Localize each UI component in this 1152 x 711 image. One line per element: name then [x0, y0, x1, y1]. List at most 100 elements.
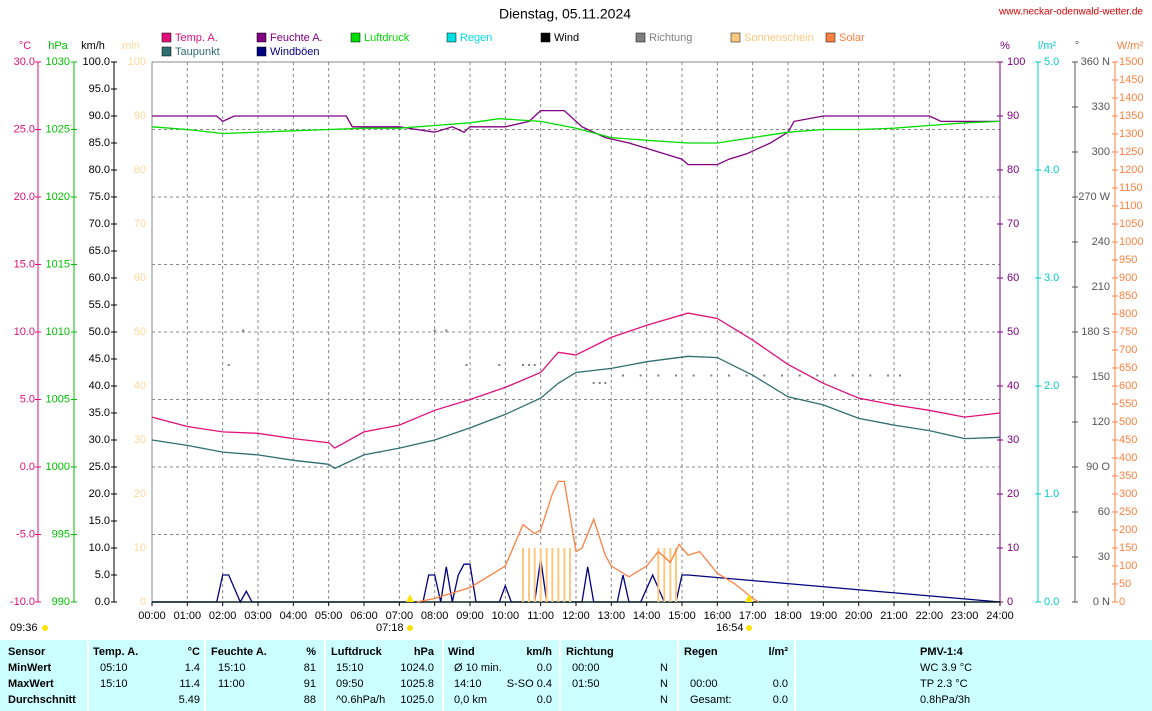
direction-dot [816, 374, 819, 377]
series-line [416, 480, 760, 603]
axis-unit: hPa [48, 40, 68, 52]
y-tick-label: 65.0 [89, 245, 110, 257]
direction-dot [433, 329, 436, 332]
sunrise-marker [406, 594, 414, 602]
y-tick-label: 0.0 [95, 596, 110, 608]
y-tick-label: 300 [1092, 146, 1110, 158]
table-cell: N [660, 678, 668, 690]
direction-dot [899, 374, 902, 377]
y-tick-label: 35.0 [89, 407, 110, 419]
y-tick-label: 10.0 [14, 326, 35, 338]
legend-label: Regen [460, 32, 492, 44]
y-tick-label: 240 [1092, 236, 1110, 248]
direction-dot [498, 364, 501, 366]
table-cell: 00:00 [572, 662, 600, 674]
y-tick-label: 1025 [46, 123, 70, 135]
y-tick-label: 85.0 [89, 137, 110, 149]
legend-label: Feuchte A. [270, 32, 323, 44]
y-tick-label: 600 [1119, 380, 1137, 392]
legend-label: Luftdruck [364, 32, 410, 44]
table-cell: 11.4 [179, 678, 200, 690]
y-tick-label: 0 [140, 596, 146, 608]
direction-dot [833, 374, 836, 377]
y-tick-label: 30 [134, 434, 146, 446]
y-tick-label: 1020 [46, 191, 70, 203]
y-tick-label: 15.0 [14, 258, 35, 270]
y-tick-label: 400 [1119, 452, 1137, 464]
y-tick-label: 1010 [46, 326, 70, 338]
table-cell: 5.49 [179, 694, 200, 706]
row-label: MinWert [8, 662, 52, 674]
table-cell: WC 3.9 °C [920, 662, 972, 674]
y-tick-label: 15.0 [89, 515, 110, 527]
y-tick-label: 950 [1119, 254, 1137, 266]
y-tick-label: 45.0 [89, 353, 110, 365]
y-tick-label: 40.0 [89, 380, 110, 392]
legend-swatch [161, 46, 172, 57]
y-tick-label: 650 [1119, 362, 1137, 374]
y-tick-label: 1200 [1119, 164, 1143, 176]
y-tick-label: 850 [1119, 290, 1137, 302]
y-tick-label: 100 [1119, 560, 1137, 572]
axis-unit: km/h [81, 40, 105, 52]
x-tick-label: 11:00 [527, 610, 554, 622]
x-tick-label: 20:00 [845, 610, 873, 622]
y-tick-label: 1015 [46, 258, 70, 270]
axis-unit: l/m² [1038, 40, 1057, 52]
y-tick-label: 90.0 [89, 110, 110, 122]
legend-label: Solar [839, 32, 865, 44]
y-tick-label: 10 [1007, 542, 1019, 554]
table-header: Temp. A. [93, 646, 138, 658]
table-header: % [306, 646, 316, 658]
x-tick-label: 12:00 [562, 610, 590, 622]
y-tick-label: 70.0 [89, 218, 110, 230]
direction-dot [598, 382, 601, 384]
axis-unit: °C [19, 40, 31, 52]
table-cell: 09:50 [336, 678, 364, 690]
y-tick-label: 20.0 [14, 191, 35, 203]
y-tick-label: 0 [1007, 596, 1013, 608]
y-tick-label: 150 [1119, 542, 1137, 554]
direction-dot [242, 329, 245, 332]
table-cell: Ø 10 min. [454, 662, 502, 674]
y-tick-label: 60 [1007, 272, 1019, 284]
y-tick-label: 990 [52, 596, 70, 608]
y-tick-label: 0.0 [20, 461, 35, 473]
direction-dot [886, 374, 889, 377]
y-tick-label: 750 [1119, 326, 1137, 338]
direction-dot [780, 374, 783, 377]
sunshine-duration: 09:36 [10, 622, 38, 634]
direction-dot [528, 364, 531, 366]
y-tick-label: 1030 [46, 56, 70, 68]
source: www.neckar-odenwald-wetter.de [998, 7, 1143, 18]
table-cell: 0.0 [773, 678, 788, 690]
y-tick-label: 1005 [46, 393, 70, 405]
table-cell: 88 [304, 694, 316, 706]
table-cell: 00:00 [690, 678, 718, 690]
direction-dot [851, 374, 854, 377]
x-tick-label: 01:00 [174, 610, 202, 622]
y-tick-label: -10.0 [10, 596, 35, 608]
table-header: PMV-1:4 [920, 646, 964, 658]
table-cell: 0.0 [537, 662, 552, 674]
sunset-marker [745, 594, 753, 602]
series-line [152, 109, 1000, 166]
table-cell: 14:10 [454, 678, 482, 690]
sunrise-label: 07:18 [376, 622, 404, 634]
x-tick-label: 04:00 [280, 610, 308, 622]
row-label: MaxWert [8, 678, 54, 690]
y-tick-label: 60.0 [89, 272, 110, 284]
y-tick-label: 100.0 [82, 56, 110, 68]
y-tick-label: 1300 [1119, 128, 1143, 140]
y-tick-label: 150 [1092, 371, 1110, 383]
direction-dot [657, 374, 660, 377]
y-tick-label: 1250 [1119, 146, 1143, 158]
direction-dot [798, 374, 801, 377]
direction-dot [465, 364, 468, 366]
y-tick-label: 330 [1092, 101, 1110, 113]
x-tick-label: 07:00 [386, 610, 414, 622]
table-cell: 91 [304, 678, 316, 690]
y-tick-label: 80 [1007, 164, 1019, 176]
y-tick-label: 800 [1119, 308, 1137, 320]
x-tick-label: 24:00 [986, 610, 1014, 622]
